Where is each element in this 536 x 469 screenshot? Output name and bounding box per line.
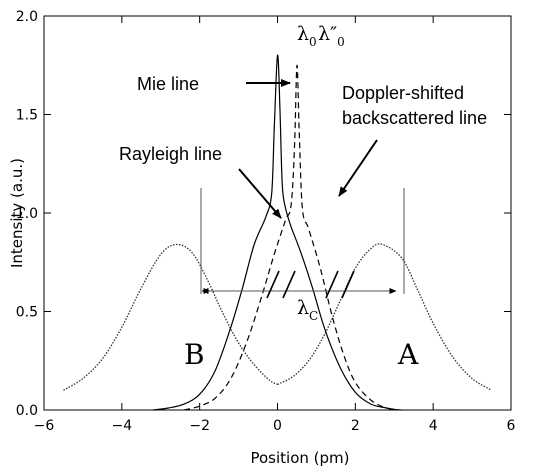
doppler-label-line2: backscattered line <box>342 108 487 128</box>
y-tick-label: 2.0 <box>16 9 38 25</box>
rayleigh-arrow <box>238 168 282 219</box>
x-axis-label: Position (pm) <box>250 449 349 467</box>
axes <box>43 15 512 411</box>
doppler-arrow <box>338 139 378 197</box>
mie-line-label: Mie line <box>137 74 199 94</box>
y-tick-label: 1.0 <box>16 206 38 222</box>
label-b: B <box>184 338 205 371</box>
x-tick-label: 2 <box>351 418 360 434</box>
y-tick-label: 0.5 <box>16 305 38 321</box>
hatch-mark-4 <box>341 270 355 299</box>
x-tick-label: 6 <box>507 418 516 434</box>
x-tick-label: −6 <box>34 418 55 434</box>
hatch-mark-2 <box>282 270 296 299</box>
plot-area <box>63 54 492 411</box>
series-line-3 <box>152 54 399 411</box>
series-line-1 <box>63 243 278 391</box>
lambda-double-prime-0-label: λ″0 <box>318 23 345 49</box>
x-tick-label: 0 <box>273 418 282 434</box>
y-axis-label: Intensity (a.u.) <box>8 158 26 268</box>
y-tick-label: 1.5 <box>16 108 38 124</box>
lambda-0-label: λ0 <box>297 23 317 49</box>
doppler-label-line1: Doppler-shifted <box>342 83 464 103</box>
hatch-mark-3 <box>325 270 339 299</box>
hatch-marks <box>266 270 355 299</box>
x-tick-label: 4 <box>429 418 438 434</box>
peak-separation-bracket <box>200 188 405 294</box>
x-tick-label: −4 <box>112 418 133 434</box>
label-a: A <box>397 338 419 371</box>
lambda-c-label: λC <box>297 297 318 323</box>
tick-labels: −6 −4 −2 0 2 4 6 0.0 0.5 1.0 1.5 2.0 <box>16 9 516 434</box>
y-tick-label: 0.0 <box>16 403 38 419</box>
series-line-4 <box>183 64 403 411</box>
rayleigh-line-label: Rayleigh line <box>119 144 222 164</box>
x-tick-label: −2 <box>189 418 210 434</box>
hatch-mark-1 <box>266 270 280 299</box>
